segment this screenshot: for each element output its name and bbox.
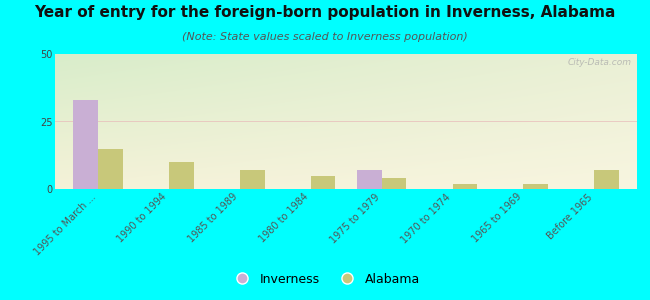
Legend: Inverness, Alabama: Inverness, Alabama [225, 268, 425, 291]
Text: (Note: State values scaled to Inverness population): (Note: State values scaled to Inverness … [182, 32, 468, 41]
Text: City-Data.com: City-Data.com [567, 58, 631, 67]
Bar [452, 184, 477, 189]
Bar [240, 170, 265, 189]
Bar [311, 176, 335, 189]
Bar [595, 170, 619, 189]
Bar [382, 178, 406, 189]
Text: Year of entry for the foreign-born population in Inverness, Alabama: Year of entry for the foreign-born popul… [34, 4, 616, 20]
Bar [73, 100, 98, 189]
Bar [523, 184, 549, 189]
Bar [98, 148, 123, 189]
Bar [169, 162, 194, 189]
Bar [357, 170, 382, 189]
